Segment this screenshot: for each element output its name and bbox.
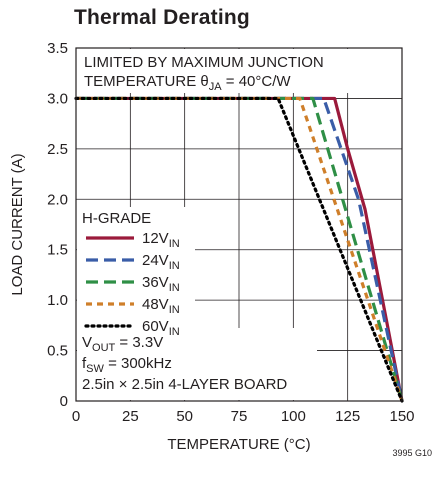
x-axis-label: TEMPERATURE (°C) xyxy=(167,436,310,453)
x-tick-label: 0 xyxy=(72,408,80,425)
y-tick-label: 0.5 xyxy=(47,343,68,360)
annotation-vout: VOUT = 3.3V xyxy=(82,334,163,354)
legend-label-24vin: 24VIN xyxy=(142,252,180,272)
legend-title: H-GRADE xyxy=(82,210,151,227)
annotation-fsw: fSW = 300kHz xyxy=(82,355,172,375)
y-tick-label: 2.0 xyxy=(47,191,68,208)
annotation-junction-line1: LIMITED BY MAXIMUM JUNCTION xyxy=(84,54,324,71)
legend-label-48vin: 48VIN xyxy=(142,296,180,316)
annotation-board: 2.5in × 2.5in 4-LAYER BOARD xyxy=(82,376,287,393)
y-tick-label: 3.0 xyxy=(47,90,68,107)
x-tick-label: 75 xyxy=(231,408,248,425)
series-line-60vin xyxy=(74,96,404,403)
legend-label-12vin: 12VIN xyxy=(142,230,180,250)
annotation-bottom-bg xyxy=(77,328,317,400)
plot-frame xyxy=(75,47,403,402)
y-tick-label: 1.5 xyxy=(47,242,68,259)
annotations: LIMITED BY MAXIMUM JUNCTION TEMPERATURE θ… xyxy=(77,49,372,400)
chart-title: Thermal Derating xyxy=(74,6,250,29)
y-axis-label: LOAD CURRENT (A) xyxy=(9,153,26,295)
series-lines xyxy=(74,96,404,403)
annotation-top-bg xyxy=(77,49,372,93)
legend-label-60vin: 60VIN xyxy=(142,318,180,338)
x-tick-label: 150 xyxy=(389,408,414,425)
figure-id: 3995 G10 xyxy=(392,448,432,458)
y-tick-label: 1.0 xyxy=(47,292,68,309)
annotation-junction-line2: TEMPERATURE θJA = 40°C/W xyxy=(84,73,291,93)
x-tick-label: 25 xyxy=(122,408,139,425)
y-tick-label: 0 xyxy=(60,393,68,410)
legend-label-36vin: 36VIN xyxy=(142,274,180,294)
y-tick-label: 3.5 xyxy=(47,40,68,57)
legend-bg xyxy=(77,207,195,328)
y-tick-label: 2.5 xyxy=(47,141,68,158)
series-line-24vin xyxy=(76,96,404,402)
x-tick-label: 50 xyxy=(176,408,193,425)
x-tick-label: 100 xyxy=(281,408,306,425)
tick-labels: 0 25 50 75 100 125 150 0 0.5 1.0 1.5 2.0 2.5 3.0 3.5 xyxy=(47,40,414,425)
series-line-48vin xyxy=(76,96,404,402)
axis-labels: TEMPERATURE (°C) LOAD CURRENT (A) xyxy=(9,153,311,453)
x-tick-label: 125 xyxy=(335,408,360,425)
